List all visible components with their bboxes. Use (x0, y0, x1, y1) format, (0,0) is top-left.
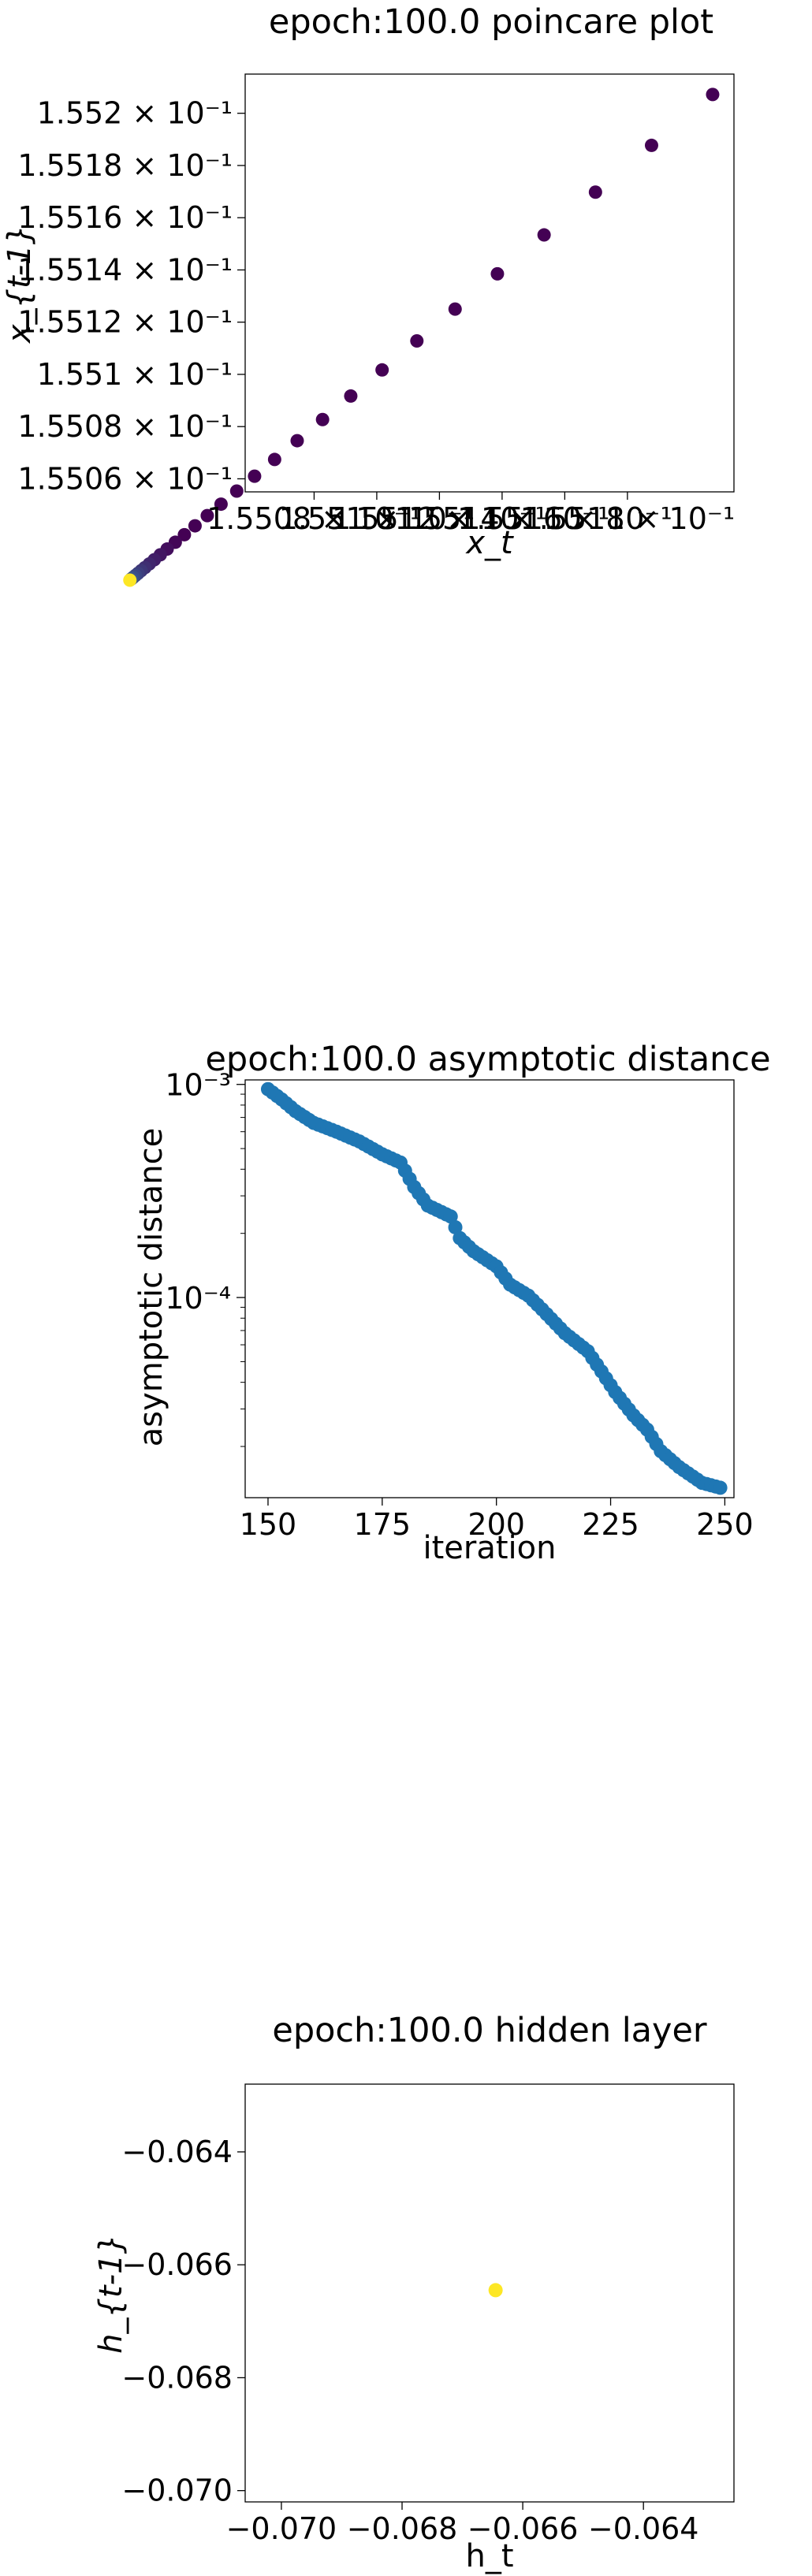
y-tick-label: −0.068 (121, 2360, 233, 2395)
y-axis-label: h_{t-1} (93, 2234, 129, 2354)
scatter-point (123, 573, 137, 587)
x-tick-label: 1.5516 × 10⁻¹ (457, 501, 672, 536)
y-tick-label: 1.5508 × 10⁻¹ (17, 409, 233, 444)
scatter-point (344, 389, 358, 403)
x-axis-ticks: 150 175 200 225 250 (240, 1498, 754, 1542)
x-tick-label: −0.066 (467, 2511, 579, 2546)
scatter-point (537, 228, 551, 242)
x-axis-ticks: −0.070 −0.068 −0.066 −0.064 (226, 2502, 699, 2546)
scatter-point (448, 302, 462, 316)
y-axis-ticks: −0.070 −0.068 −0.066 −0.064 (121, 2135, 245, 2508)
x-axis-label: x_t (464, 525, 514, 561)
y-tick-label: 1.5516 × 10⁻¹ (17, 200, 233, 235)
scatter-point (188, 519, 202, 533)
scatter-points (123, 87, 720, 587)
scatter-point (267, 452, 281, 467)
scatter-points (488, 2283, 503, 2298)
y-tick-label: 1.552 × 10⁻¹ (37, 96, 233, 131)
chart-title: epoch:100.0 hidden layer (272, 2011, 707, 2050)
scatter-point (588, 185, 602, 199)
scatter-point (410, 334, 424, 348)
scatter-point (448, 1219, 463, 1234)
x-tick-label: 250 (696, 1507, 754, 1542)
x-tick-label: 225 (582, 1507, 639, 1542)
y-tick-label: 1.5506 × 10⁻¹ (17, 461, 233, 496)
y-axis-ticks: 10⁻⁴ 10⁻³ (165, 1068, 245, 1447)
x-tick-label: 1.551 × 10⁻¹ (279, 501, 475, 536)
scatter-point (706, 87, 720, 102)
hidden-layer-chart: epoch:100.0 hidden layer −0.070 −0.068 −0.… (93, 2011, 735, 2574)
x-tick-label: 1.5512 × 10⁻¹ (332, 501, 547, 536)
asymptotic-distance-chart: epoch:100.0 asymptotic distance 150 175 20… (133, 1040, 771, 1566)
x-tick-label: 1.5508 × 10⁻¹ (207, 501, 422, 536)
y-tick-label: −0.066 (121, 2247, 233, 2282)
x-tick-label: −0.068 (347, 2511, 458, 2546)
scatter-point (214, 497, 228, 512)
y-tick-label: −0.070 (121, 2474, 233, 2508)
y-tick-label: 1.5518 × 10⁻¹ (17, 148, 233, 183)
y-tick-label: 1.5512 × 10⁻¹ (17, 305, 233, 340)
scatter-point (200, 508, 214, 523)
y-tick-label: 10⁻⁴ (165, 1281, 231, 1316)
scatter-points (260, 1081, 728, 1495)
scatter-point (443, 1209, 458, 1224)
plot-frame (244, 2083, 735, 2503)
plot-frame (244, 73, 735, 493)
scatter-point (177, 527, 192, 542)
y-axis-label: asymptotic distance (133, 1128, 169, 1447)
y-axis-ticks: 1.5506 × 10⁻¹ 1.5508 × 10⁻¹ 1.551 × 10⁻¹ 1.… (17, 96, 245, 496)
plot-frame (244, 1079, 735, 1498)
y-axis-label: x_{t-1} (2, 225, 38, 344)
x-tick-label: 150 (240, 1507, 297, 1542)
x-tick-label: 1.5518 × 10⁻¹ (520, 501, 736, 536)
scatter-point (248, 469, 262, 483)
x-tick-label: 175 (354, 1507, 412, 1542)
y-tick-label: 1.551 × 10⁻¹ (37, 357, 233, 392)
x-axis-label: h_t (465, 2538, 513, 2574)
y-tick-label: 1.5514 × 10⁻¹ (17, 252, 233, 287)
y-tick-label: −0.064 (121, 2135, 233, 2169)
scatter-point (375, 363, 389, 377)
scatter-point (644, 138, 658, 152)
chart-title: epoch:100.0 asymptotic distance (205, 1040, 770, 1079)
scatter-point (290, 434, 304, 448)
x-tick-label: 1.5514 × 10⁻¹ (395, 501, 610, 536)
x-axis-label: iteration (423, 1530, 557, 1566)
y-tick-label: 10⁻³ (165, 1068, 231, 1103)
x-tick-label: −0.070 (226, 2511, 337, 2546)
x-tick-label: −0.064 (588, 2511, 699, 2546)
scatter-point (488, 2283, 503, 2298)
x-tick-label: 200 (467, 1507, 525, 1542)
x-axis-ticks: 1.5508 × 10⁻¹1.551 × 10⁻¹1.5512 × 10⁻¹1.… (207, 492, 735, 536)
scatter-point (315, 412, 330, 426)
scatter-point (229, 484, 244, 498)
scatter-point (490, 266, 505, 281)
poincare-plot-chart: epoch:100.0 poincare plot 1.5508 × 10⁻¹1… (2, 2, 735, 587)
scatter-point (713, 1480, 728, 1495)
chart-title: epoch:100.0 poincare plot (269, 2, 713, 42)
